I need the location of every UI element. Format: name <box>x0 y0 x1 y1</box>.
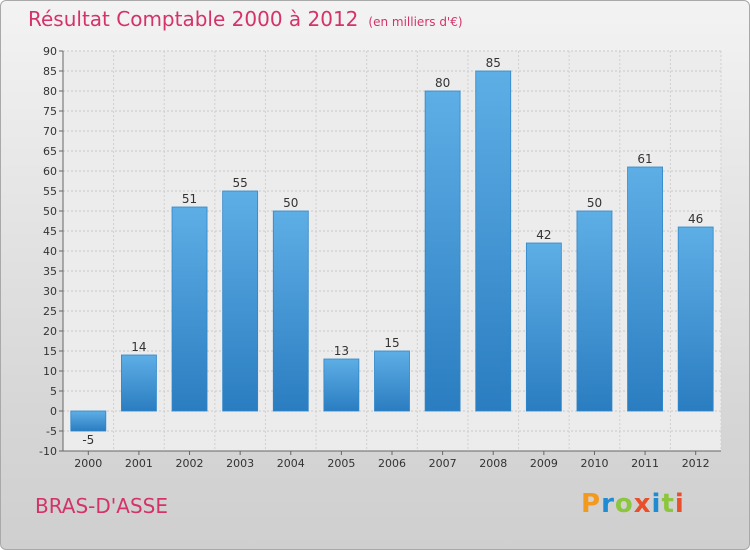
x-tick-label: 2004 <box>277 457 305 470</box>
x-tick-label: 2007 <box>429 457 457 470</box>
x-tick-label: 2002 <box>176 457 204 470</box>
data-label: 13 <box>334 344 349 358</box>
y-tick-label: 0 <box>50 405 57 418</box>
data-label: 46 <box>688 212 703 226</box>
y-tick-label: 30 <box>43 285 57 298</box>
y-tick-label: -10 <box>39 445 57 458</box>
data-label: -5 <box>82 433 94 447</box>
bar <box>475 70 512 412</box>
x-tick-label: 2003 <box>226 457 254 470</box>
y-tick-label: 85 <box>43 65 57 78</box>
y-tick-label: 35 <box>43 265 57 278</box>
y-tick-label: 70 <box>43 125 57 138</box>
y-tick-label: 15 <box>43 345 57 358</box>
x-tick-label: 2000 <box>74 457 102 470</box>
commune-name: BRAS-D'ASSE <box>35 494 169 518</box>
bar <box>323 358 360 412</box>
x-tick-label: 2008 <box>479 457 507 470</box>
logo-letter: i <box>674 489 685 519</box>
y-tick-label: 40 <box>43 245 57 258</box>
bar <box>171 206 208 412</box>
y-tick-label: 80 <box>43 85 57 98</box>
data-label: 50 <box>587 196 602 210</box>
chart-title-main: Résultat Comptable 2000 à 2012 <box>28 7 359 31</box>
y-tick-label: 5 <box>50 385 57 398</box>
y-tick-label: 65 <box>43 145 57 158</box>
bar <box>374 350 410 412</box>
data-label: 80 <box>435 76 450 90</box>
bar <box>121 354 157 412</box>
bar <box>677 226 714 412</box>
y-tick-label: 45 <box>43 225 57 238</box>
bar <box>222 190 259 412</box>
data-label: 61 <box>637 152 652 166</box>
data-label: 85 <box>486 56 501 70</box>
y-tick-label: 25 <box>43 305 57 318</box>
x-tick-label: 2010 <box>580 457 608 470</box>
x-tick-label: 2009 <box>530 457 558 470</box>
bar <box>576 210 613 412</box>
data-label: 51 <box>182 192 197 206</box>
chart-title: Résultat Comptable 2000 à 2012 (en millie… <box>28 7 463 31</box>
bar <box>525 242 562 412</box>
data-label: 55 <box>233 176 248 190</box>
data-label: 42 <box>536 228 551 242</box>
bar <box>272 210 309 412</box>
x-tick-label: 2005 <box>327 457 355 470</box>
logo-letter: i <box>651 489 662 519</box>
data-label: 50 <box>283 196 298 210</box>
logo-letter: P <box>581 489 602 519</box>
y-tick-label: -5 <box>46 425 57 438</box>
logo-letter: t <box>661 489 675 519</box>
y-tick-label: 50 <box>43 205 57 218</box>
bar <box>627 166 663 412</box>
data-label: 15 <box>384 336 399 350</box>
y-tick-label: 55 <box>43 185 57 198</box>
logo-letter: x <box>633 489 652 519</box>
y-tick-label: 90 <box>43 45 57 58</box>
proxiti-logo[interactable]: Proxiti <box>581 489 685 519</box>
chart-title-unit: (en milliers d'€) <box>368 15 463 29</box>
y-tick-label: 60 <box>43 165 57 178</box>
y-tick-label: 10 <box>43 365 57 378</box>
data-label: 14 <box>131 340 146 354</box>
x-tick-label: 2011 <box>631 457 659 470</box>
bar <box>424 90 461 412</box>
x-tick-label: 2006 <box>378 457 406 470</box>
x-tick-label: 2001 <box>125 457 153 470</box>
y-tick-label: 20 <box>43 325 57 338</box>
x-tick-label: 2012 <box>682 457 710 470</box>
logo-letter: r <box>601 489 615 519</box>
logo-letter: o <box>614 489 634 519</box>
bar <box>70 410 107 432</box>
y-tick-label: 75 <box>43 105 57 118</box>
